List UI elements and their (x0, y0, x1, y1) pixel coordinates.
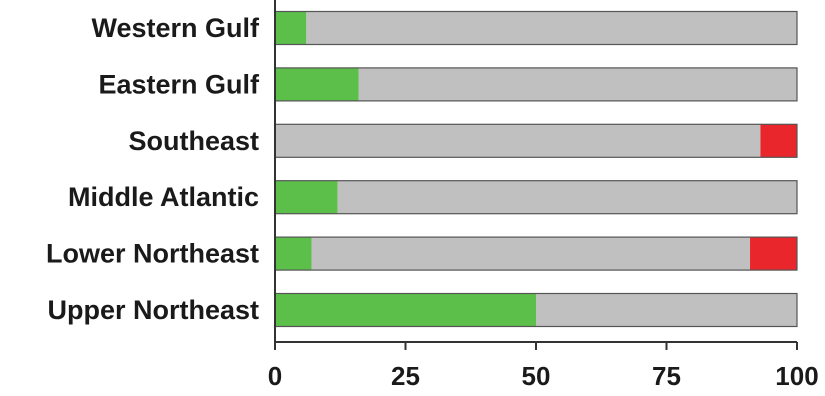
bar-segment-middle-atlantic-gray (337, 180, 797, 214)
category-label-western-gulf: Western Gulf (91, 13, 260, 43)
x-tick-label-25: 25 (391, 361, 420, 391)
category-label-middle-atlantic: Middle Atlantic (68, 182, 259, 212)
category-label-southeast: Southeast (128, 126, 259, 156)
bar-segment-southeast-red (760, 124, 797, 158)
bar-segment-upper-northeast-green (275, 293, 536, 327)
bar-segment-eastern-gulf-green (275, 67, 359, 101)
bar-segment-western-gulf-gray (306, 11, 797, 45)
category-label-upper-northeast: Upper Northeast (47, 295, 259, 325)
bar-segment-lower-northeast-red (750, 237, 797, 271)
x-tick-label-50: 50 (522, 361, 551, 391)
x-tick-label-100: 100 (775, 361, 818, 391)
x-tick-label-75: 75 (652, 361, 681, 391)
bar-segment-southeast-gray (275, 124, 761, 158)
bars-group (274, 10, 798, 328)
x-axis-ticks: 0 25 50 75 100 (268, 342, 819, 391)
bar-segment-lower-northeast-gray (311, 237, 751, 271)
bar-segment-western-gulf-green (275, 11, 307, 45)
bar-segment-eastern-gulf-gray (358, 67, 797, 101)
bar-segment-middle-atlantic-green (275, 180, 338, 214)
bar-segment-upper-northeast-gray (536, 293, 797, 327)
category-label-lower-northeast: Lower Northeast (46, 239, 259, 269)
bar-segment-lower-northeast-green (275, 237, 312, 271)
category-labels: Western Gulf Eastern Gulf Southeast Middle … (46, 13, 260, 325)
x-tick-label-0: 0 (268, 361, 282, 391)
category-label-eastern-gulf: Eastern Gulf (98, 69, 260, 99)
